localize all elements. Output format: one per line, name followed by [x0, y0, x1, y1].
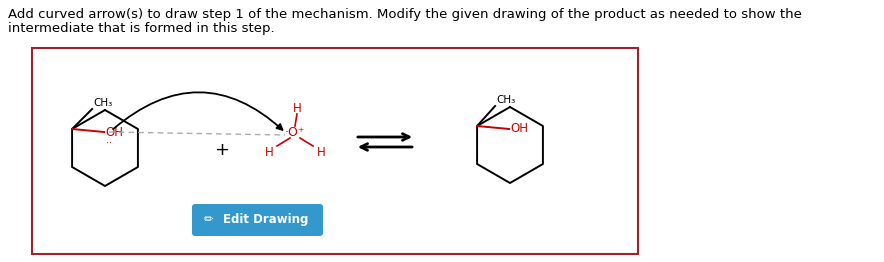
Text: H: H	[264, 145, 273, 159]
Text: intermediate that is formed in this step.: intermediate that is formed in this step…	[8, 22, 275, 35]
Text: ··: ··	[106, 138, 112, 148]
Text: CH₃: CH₃	[93, 98, 112, 108]
Text: H: H	[293, 101, 301, 114]
Text: H: H	[316, 145, 325, 159]
Text: CH₃: CH₃	[496, 95, 515, 105]
Text: Add curved arrow(s) to draw step 1 of the mechanism. Modify the given drawing of: Add curved arrow(s) to draw step 1 of th…	[8, 8, 802, 21]
Text: ·O⁺: ·O⁺	[285, 125, 305, 139]
Text: Edit Drawing: Edit Drawing	[223, 214, 309, 227]
Text: OH: OH	[510, 123, 528, 135]
FancyArrowPatch shape	[113, 92, 283, 130]
Text: OH: OH	[105, 125, 123, 139]
Bar	[32, 48, 638, 254]
FancyBboxPatch shape	[192, 204, 323, 236]
Text: ✏: ✏	[204, 214, 214, 227]
Text: +: +	[215, 141, 230, 159]
